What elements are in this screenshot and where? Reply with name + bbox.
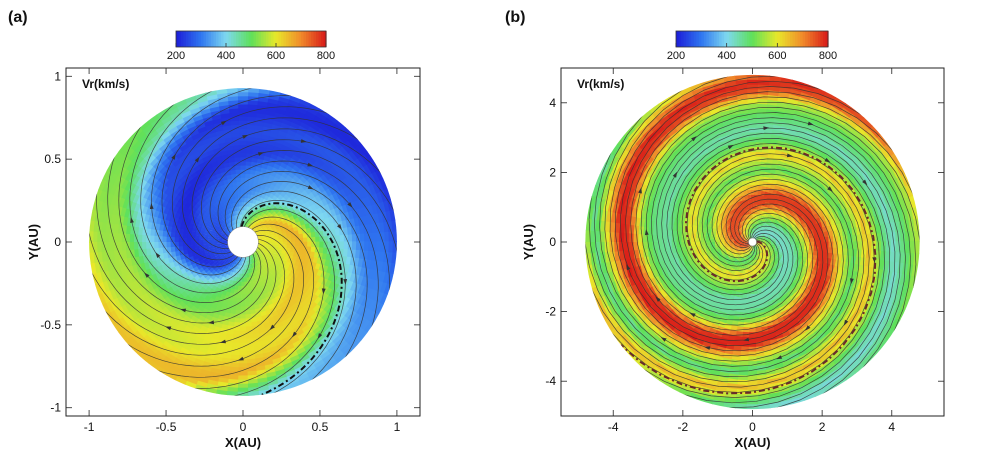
inner-boundary	[749, 238, 757, 246]
y-tick-label: -1	[50, 401, 61, 415]
chart-b: (b) 200 400 600 800 Vr(km/s) -4 -2 0 2 4 -4 -2 0 2 4 X(A…	[500, 0, 985, 454]
y-tick-label: 0	[549, 235, 556, 249]
x-tick-label: 0.5	[312, 420, 329, 434]
colorbar-tick-label: 200	[167, 50, 185, 62]
colorbar-tick-label: 400	[217, 50, 235, 62]
y-tick-label: -4	[545, 374, 556, 388]
y-tick-label: 0	[54, 235, 61, 249]
colorbar-tick-label: 800	[819, 50, 837, 62]
y-tick-label: 4	[549, 96, 556, 110]
x-axis-label: X(AU)	[734, 435, 770, 450]
colorbar-tick-label: 400	[717, 50, 735, 62]
x-tick-label: 1	[394, 420, 401, 434]
y-axis-label: Y(AU)	[521, 224, 536, 260]
y-tick-label: 0.5	[44, 152, 61, 166]
y-tick-label: 2	[549, 165, 556, 179]
x-tick-label: 4	[888, 420, 895, 434]
y-tick-label: -2	[545, 305, 556, 319]
colorbar: 200 400 600 800	[667, 31, 837, 62]
colorbar-tick-label: 200	[667, 50, 685, 62]
panel-label: (b)	[505, 9, 525, 26]
x-axis-label: X(AU)	[225, 435, 261, 450]
x-tick-label: 0	[749, 420, 756, 434]
chart-a: (a) 200 400 600 800 Vr(km/s) -1 -0.5 0 0.5 1 -1 -0.5…	[0, 0, 490, 454]
inner-boundary	[228, 227, 259, 258]
panel-label: (a)	[8, 9, 28, 26]
y-tick-label: 1	[54, 69, 61, 83]
panel-b: (b) 200 400 600 800 Vr(km/s) -4 -2 0 2 4 -4 -2 0 2 4 X(A…	[500, 0, 985, 459]
x-tick-label: 2	[819, 420, 826, 434]
colorbar-tick-label: 800	[317, 50, 335, 62]
colorbar: 200 400 600 800	[167, 31, 335, 62]
y-axis-label: Y(AU)	[26, 224, 41, 260]
x-tick-label: -1	[84, 420, 95, 434]
x-tick-label: -2	[678, 420, 689, 434]
x-tick-label: -4	[608, 420, 619, 434]
colorbar-tick-label: 600	[768, 50, 786, 62]
y-tick-label: -0.5	[40, 318, 61, 332]
x-tick-label: -0.5	[156, 420, 177, 434]
panel-a: (a) 200 400 600 800 Vr(km/s) -1 -0.5 0 0.5 1 -1 -0.5…	[0, 0, 490, 459]
quantity-label: Vr(km/s)	[577, 77, 624, 91]
x-tick-label: 0	[240, 420, 247, 434]
quantity-label: Vr(km/s)	[82, 77, 129, 91]
colorbar-tick-label: 600	[267, 50, 285, 62]
